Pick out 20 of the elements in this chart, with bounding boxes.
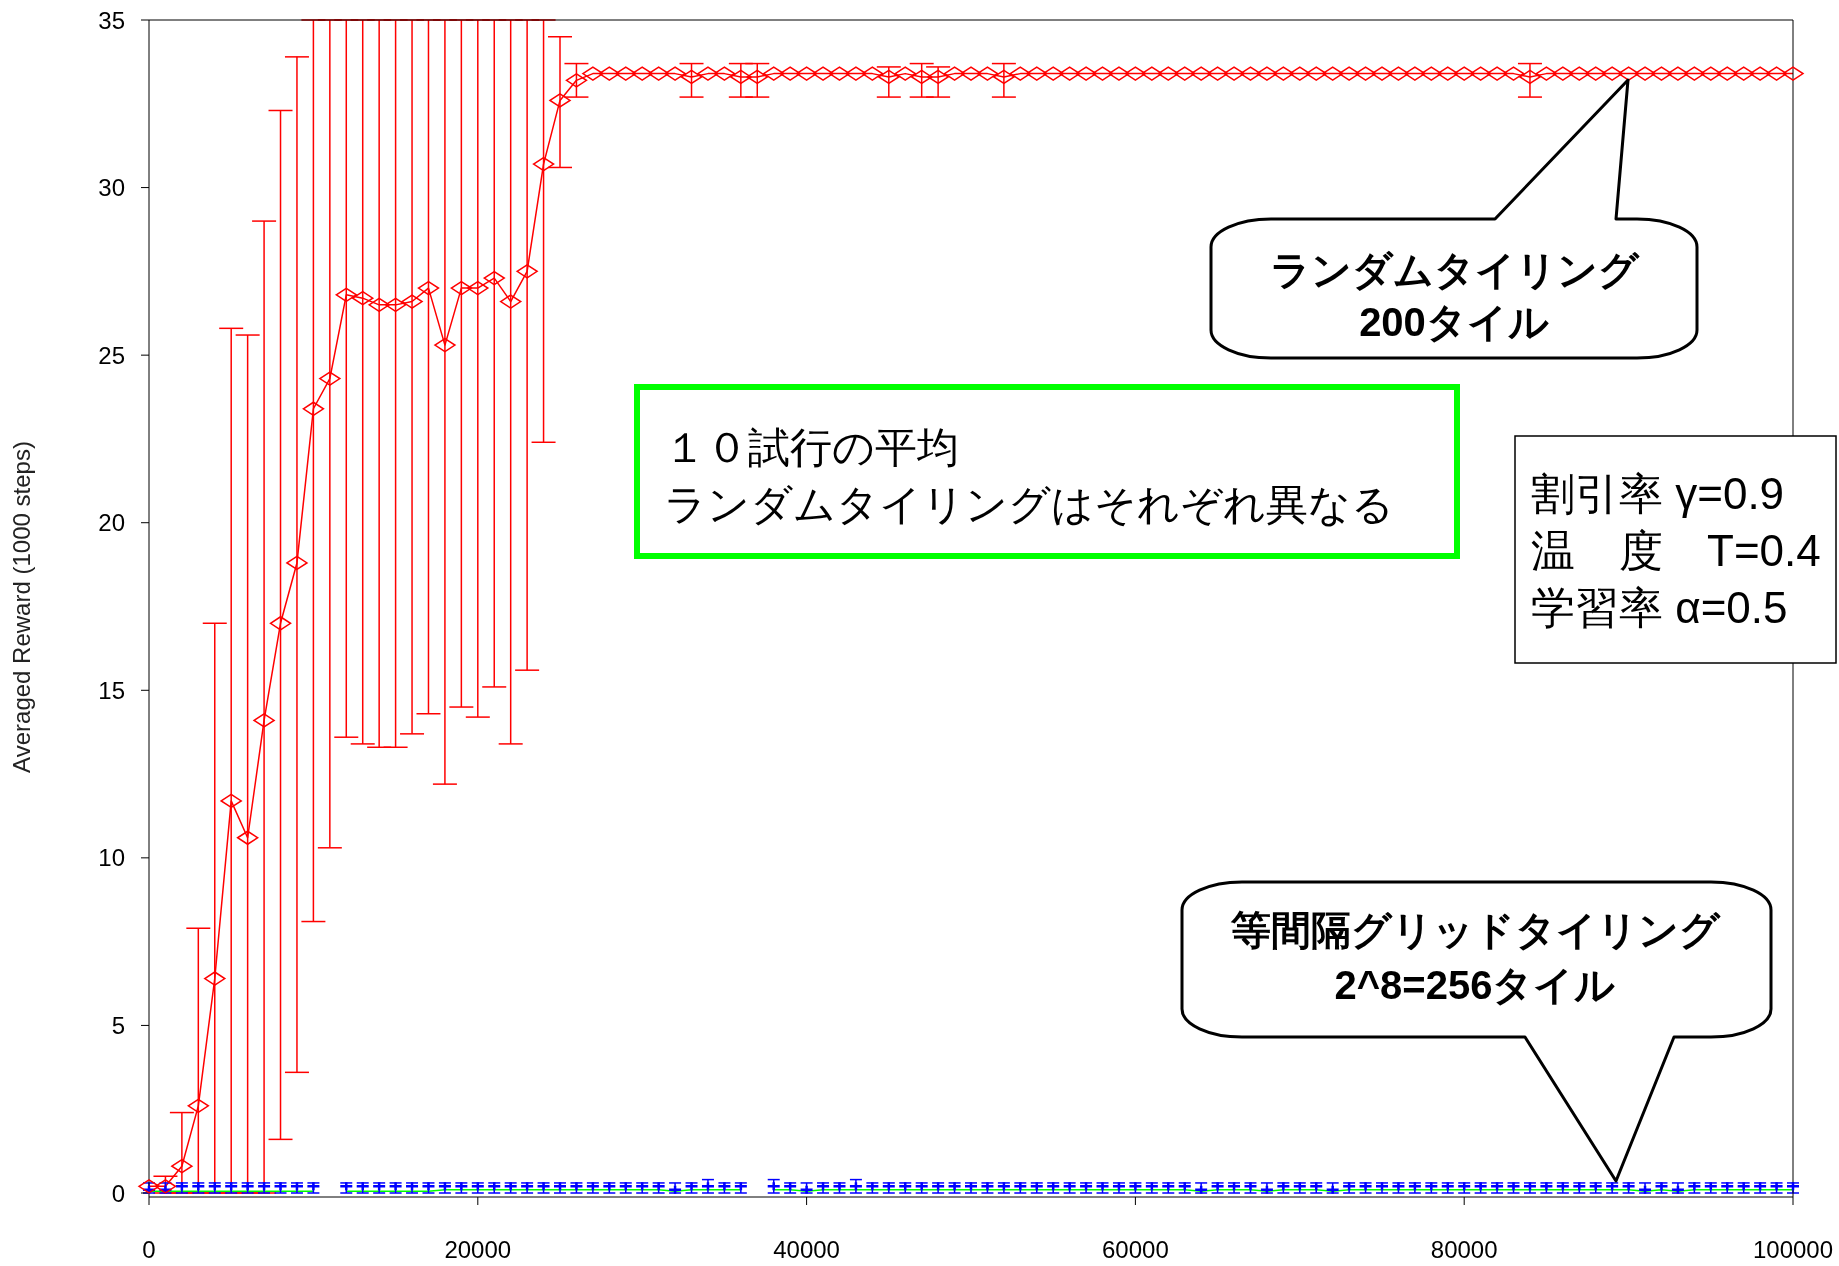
annotation: ランダムタイリング 200タイル — [1269, 248, 1640, 344]
y-tick-label: 30 — [98, 174, 125, 202]
y-axis-title: Averaged Reward (1000 steps) — [7, 441, 35, 773]
y-tick-label: 5 — [111, 1011, 125, 1039]
y-tick-label: 35 — [98, 6, 125, 34]
annotation: ランダムタイリングはそれぞれ異なる — [664, 480, 1394, 528]
annotation: 等間隔グリッドタイリング 2^8=256タイル — [1229, 908, 1721, 1007]
y-tick-label: 10 — [98, 844, 125, 872]
y-tick-label: 25 — [98, 341, 125, 369]
annotation: 割引率 γ=0.9 温 度 T=0.4 学習率 α=0.5 — [1531, 468, 1821, 632]
y-tick-label: 0 — [111, 1179, 125, 1207]
x-tick-label: 0 — [142, 1236, 156, 1264]
annotation: １０試行の平均 — [664, 423, 959, 471]
x-tick-label: 80000 — [1430, 1236, 1498, 1264]
x-tick-label: 100000 — [1752, 1236, 1834, 1264]
x-tick-label: 60000 — [1102, 1236, 1169, 1264]
y-tick-label: 20 — [98, 509, 125, 537]
x-tick-label: 20000 — [444, 1236, 512, 1264]
y-tick-label: 15 — [98, 676, 125, 704]
x-tick-label: 40000 — [773, 1236, 840, 1264]
